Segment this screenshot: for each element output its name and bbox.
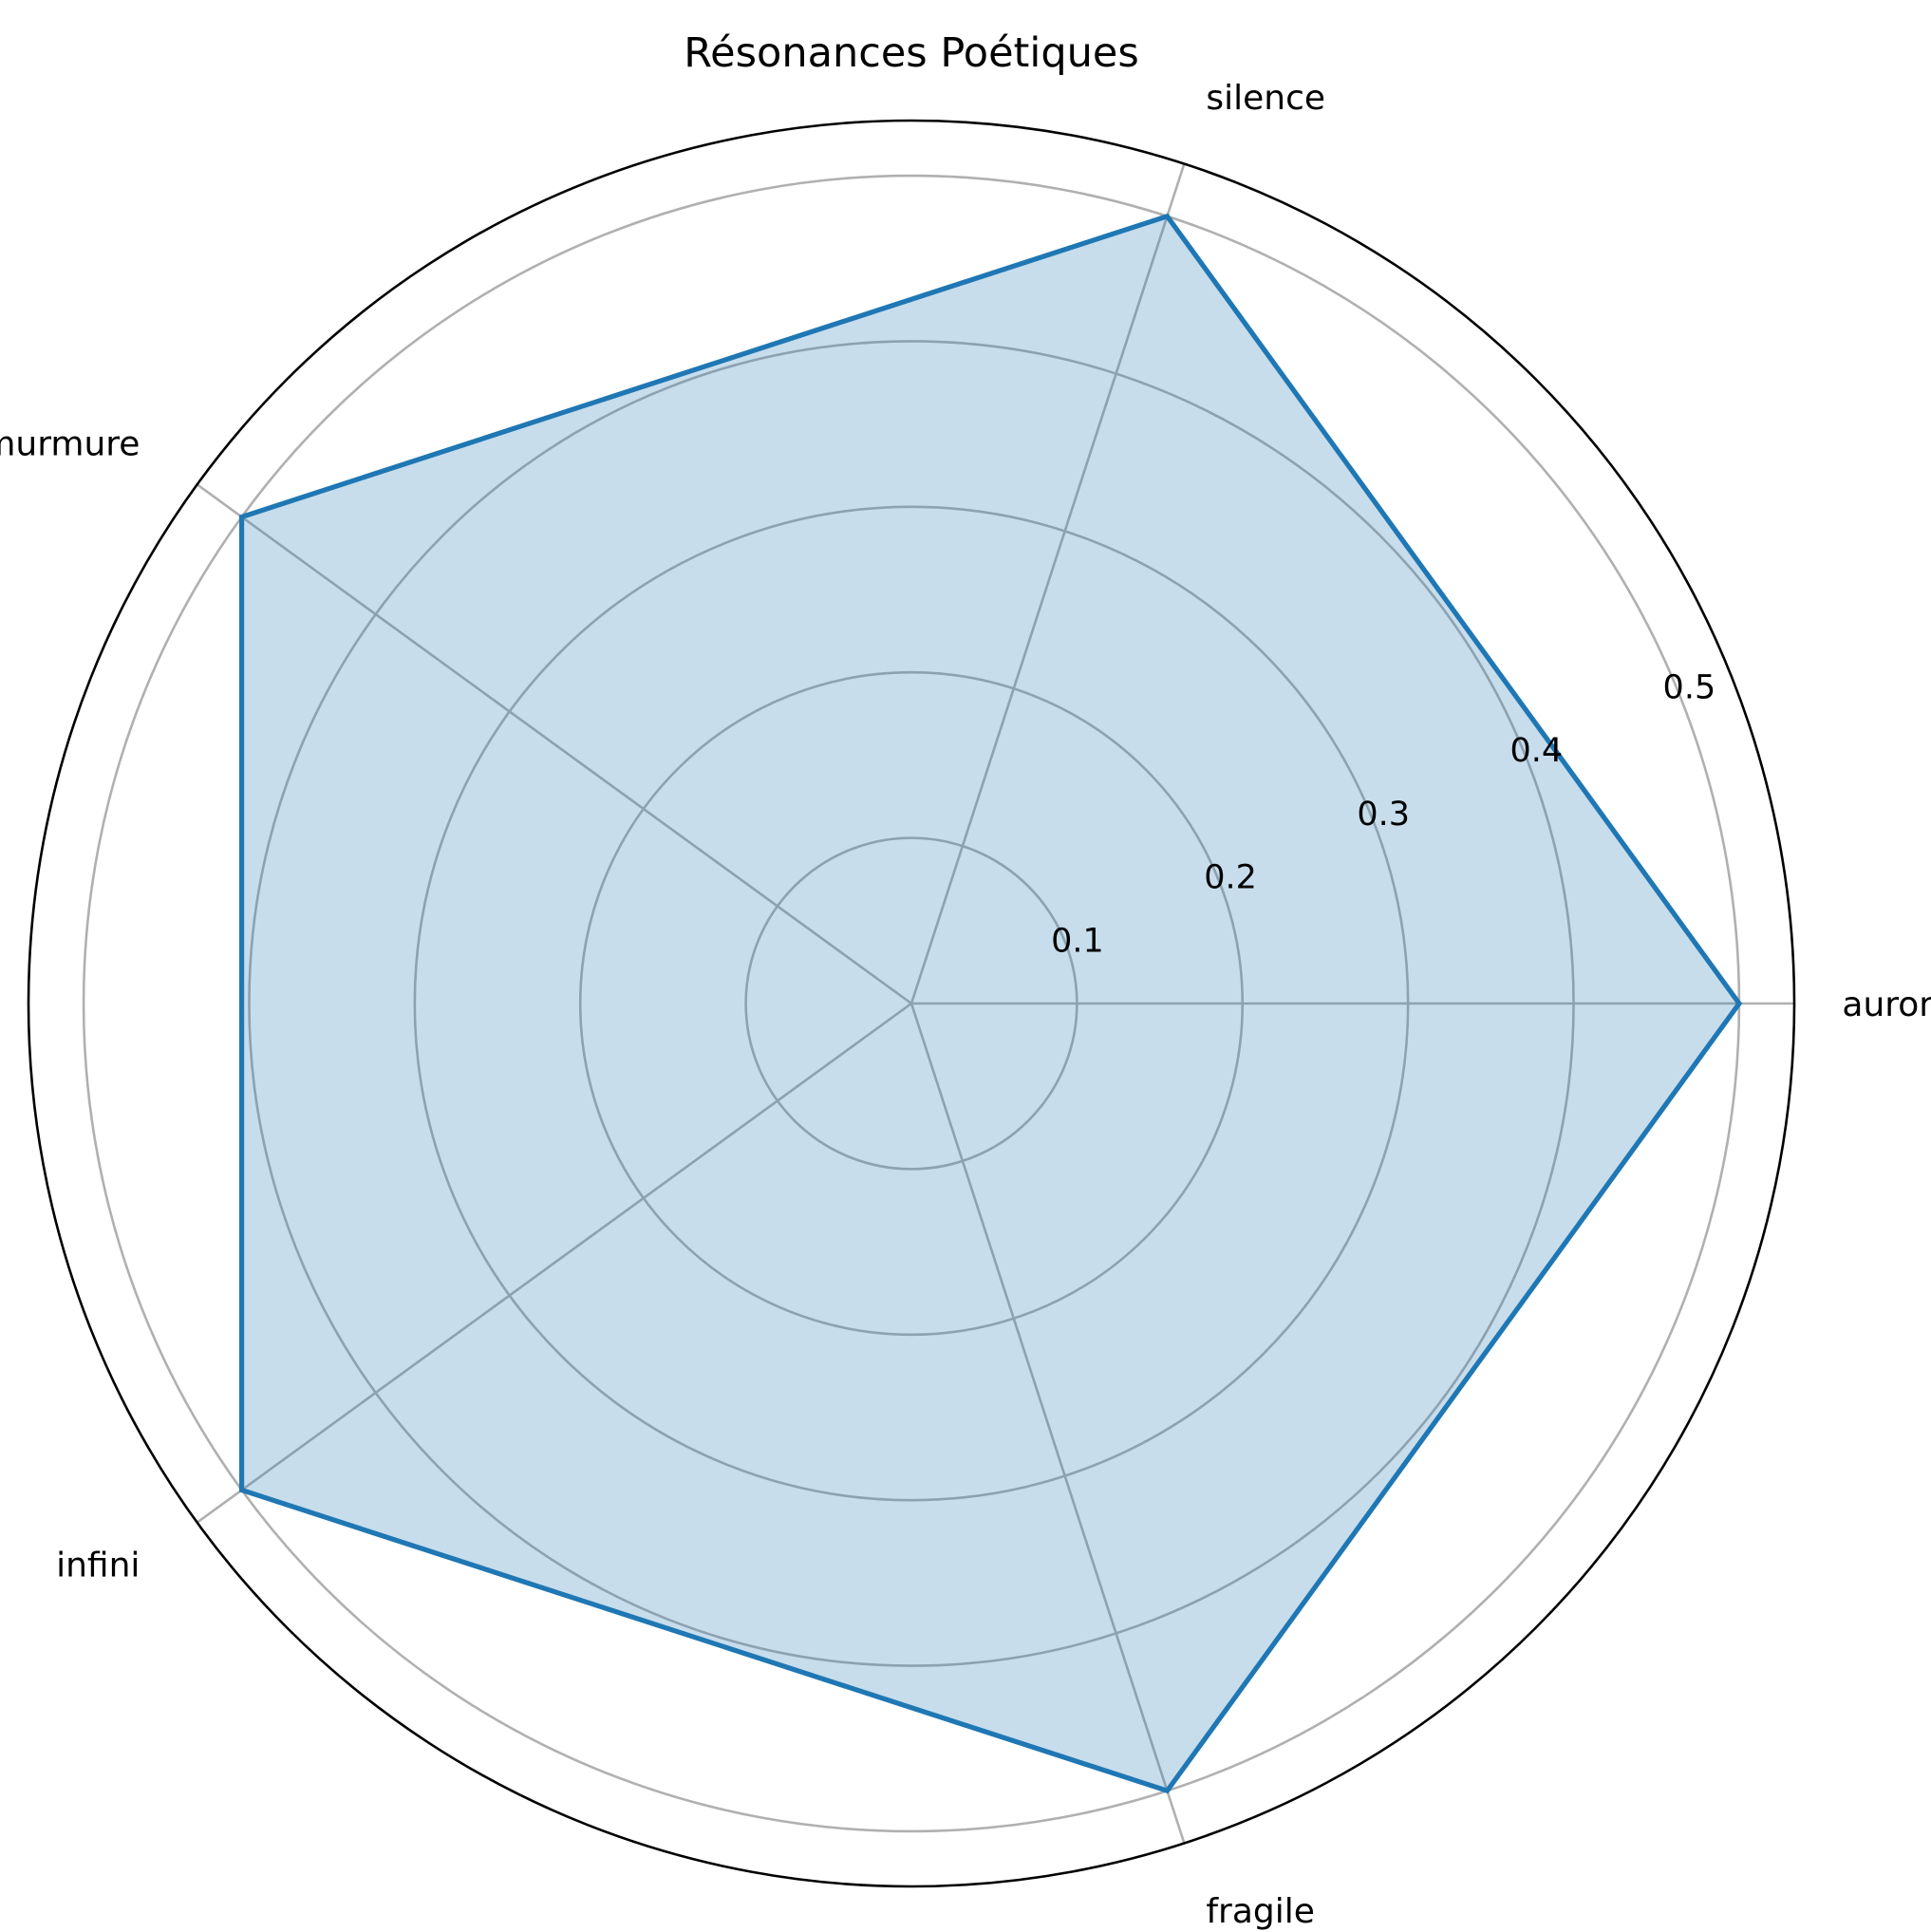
rtick-label-3: 0.3 (1357, 796, 1410, 834)
category-label-murmure: murmure (0, 425, 140, 464)
spoke-infini (196, 1002, 912, 1524)
category-label-fragile: fragile (1206, 1892, 1315, 1931)
series-area-1 (241, 216, 1739, 1791)
grid (82, 163, 1794, 1844)
series-line-1 (238, 213, 1743, 1794)
category-label-silence: silence (1206, 79, 1325, 118)
category-labels: aurore silence murmure infini fragile (0, 79, 1931, 1931)
spoke-silence (909, 163, 1186, 1004)
outer-ring (27, 119, 1796, 1888)
chart-title: Résonances Poétiques (684, 29, 1139, 77)
rtick-label-4: 0.4 (1509, 732, 1563, 770)
rtick-label-1: 0.1 (1051, 922, 1104, 960)
category-label-aurore: aurore (1842, 985, 1931, 1024)
category-label-infini: infini (56, 1546, 140, 1585)
rtick-label-2: 0.2 (1204, 859, 1257, 897)
rtick-label-5: 0.5 (1663, 668, 1716, 706)
series (238, 213, 1743, 1794)
spoke-murmure (196, 483, 912, 1005)
spoke-fragile (909, 1003, 1186, 1844)
radial-tick-labels: 0.1 0.2 0.3 0.4 0.5 (1051, 668, 1715, 960)
outer-frame (27, 119, 1796, 1888)
